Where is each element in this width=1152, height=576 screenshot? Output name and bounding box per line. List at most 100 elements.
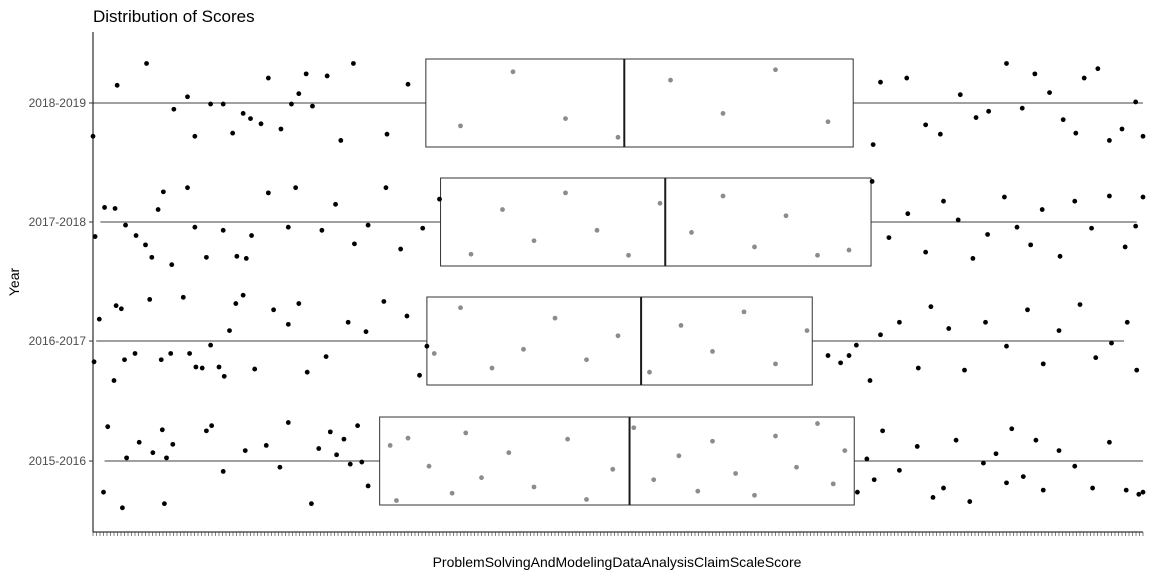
point-2016-2017-15 <box>216 364 222 370</box>
point-2017-2018-2 <box>112 206 118 211</box>
point-2018-2019-39 <box>1004 61 1009 66</box>
point-2015-2016-17 <box>309 501 314 507</box>
point-2017-2018-5 <box>143 242 148 248</box>
point-2018-2019-1 <box>114 82 120 88</box>
point-2016-2017-4 <box>118 306 124 312</box>
point-2015-2016-41 <box>695 488 701 494</box>
point-2016-2017-27 <box>363 329 369 335</box>
point-2018-2019-18 <box>324 73 330 79</box>
point-2015-2016-21 <box>341 436 347 442</box>
point-2017-2018-25 <box>398 246 404 252</box>
point-2016-2017-11 <box>187 351 193 356</box>
point-2016-2017-16 <box>221 373 227 379</box>
point-2016-2017-24 <box>304 369 310 375</box>
point-2015-2016-49 <box>842 448 848 453</box>
point-2016-2017-52 <box>915 365 921 371</box>
box-2017-2018 <box>440 177 872 267</box>
point-2016-2017-41 <box>710 349 715 354</box>
point-2015-2016-25 <box>365 483 371 489</box>
point-2017-2018-12 <box>204 254 209 260</box>
y-tick-label-2018-2019: 2018-2019 <box>29 96 87 110</box>
point-2015-2016-57 <box>941 485 946 491</box>
point-2018-2019-3 <box>171 106 177 112</box>
point-2016-2017-2 <box>111 378 117 383</box>
point-2017-2018-56 <box>1107 193 1112 199</box>
point-2016-2017-42 <box>741 309 747 315</box>
point-2017-2018-31 <box>563 190 568 196</box>
point-2015-2016-39 <box>651 477 657 483</box>
point-2015-2016-62 <box>1004 480 1009 486</box>
point-2018-2019-15 <box>296 91 302 97</box>
point-2018-2019-8 <box>230 130 236 136</box>
point-2016-2017-46 <box>838 360 843 366</box>
point-2016-2017-38 <box>615 333 621 339</box>
point-2015-2016-65 <box>1033 437 1039 443</box>
point-2016-2017-17 <box>227 328 232 333</box>
y-tick-label-2016-2017: 2016-2017 <box>29 334 87 348</box>
point-2015-2016-48 <box>830 481 836 487</box>
point-2016-2017-33 <box>458 305 463 311</box>
point-2016-2017-14 <box>208 342 214 348</box>
point-2017-2018-49 <box>1002 194 1007 200</box>
point-2015-2016-58 <box>953 437 959 443</box>
point-2015-2016-36 <box>584 497 589 502</box>
point-2016-2017-8 <box>158 357 164 363</box>
point-2015-2016-42 <box>710 438 715 444</box>
point-2018-2019-33 <box>904 75 910 81</box>
point-2016-2017-55 <box>962 367 967 373</box>
point-2017-2018-21 <box>333 201 338 207</box>
point-2015-2016-72 <box>1136 491 1142 497</box>
point-2017-2018-18 <box>285 224 291 230</box>
point-2016-2017-6 <box>132 351 138 356</box>
plot-area: 2015-2016 2016-2017 2017-2018 2018-2019 <box>29 32 1146 536</box>
point-2015-2016-35 <box>565 436 570 442</box>
point-2018-2019-24 <box>510 69 516 75</box>
point-2018-2019-32 <box>878 79 883 85</box>
point-2015-2016-2 <box>120 505 125 511</box>
point-2016-2017-7 <box>147 297 153 302</box>
point-2018-2019-37 <box>973 115 979 120</box>
point-2018-2019-30 <box>825 119 831 125</box>
point-2015-2016-23 <box>355 423 360 429</box>
point-2016-2017-28 <box>381 299 387 304</box>
point-2015-2016-34 <box>531 484 537 490</box>
point-2015-2016-30 <box>449 490 455 496</box>
point-2016-2017-58 <box>1025 307 1030 313</box>
point-2016-2017-18 <box>233 301 239 306</box>
point-2015-2016-11 <box>209 423 215 429</box>
point-2017-2018-40 <box>846 247 852 253</box>
point-2015-2016-20 <box>334 452 339 458</box>
point-2015-2016-19 <box>327 429 333 435</box>
point-2018-2019-36 <box>957 92 963 98</box>
box-2018-2019 <box>425 58 854 148</box>
point-2015-2016-4 <box>136 439 142 445</box>
point-2018-2019-6 <box>208 101 214 107</box>
point-2018-2019-21 <box>384 131 390 137</box>
point-2017-2018-34 <box>657 200 663 206</box>
point-2016-2017-43 <box>773 361 778 367</box>
point-2016-2017-32 <box>431 351 437 356</box>
point-2017-2018-22 <box>352 241 357 247</box>
point-2017-2018-57 <box>1122 244 1128 250</box>
point-2018-2019-40 <box>1019 105 1025 111</box>
point-2016-2017-22 <box>285 321 291 327</box>
point-2015-2016-68 <box>1072 463 1078 469</box>
point-2017-2018-24 <box>383 185 389 191</box>
point-2018-2019-43 <box>1060 117 1066 123</box>
point-2016-2017-0 <box>91 359 97 365</box>
point-2018-2019-17 <box>310 103 315 109</box>
point-2017-2018-42 <box>886 235 892 241</box>
point-2015-2016-64 <box>1020 474 1026 479</box>
point-2015-2016-9 <box>170 441 176 447</box>
point-2017-2018-7 <box>155 207 161 212</box>
point-2017-2018-20 <box>319 227 325 233</box>
point-2017-2018-26 <box>420 225 426 231</box>
point-2017-2018-47 <box>970 256 976 261</box>
y-tick-label-2015-2016: 2015-2016 <box>29 454 87 468</box>
point-2017-2018-13 <box>220 227 226 233</box>
point-2015-2016-47 <box>815 421 820 426</box>
point-2016-2017-1 <box>96 316 102 322</box>
point-2015-2016-45 <box>773 433 778 439</box>
point-2018-2019-7 <box>220 101 226 107</box>
point-2015-2016-50 <box>855 489 860 495</box>
